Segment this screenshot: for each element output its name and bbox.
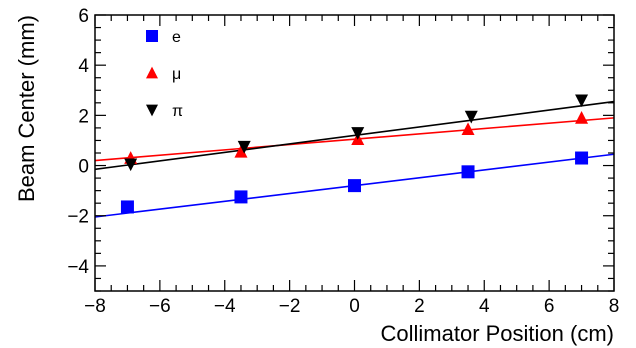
- data-point: [575, 111, 589, 124]
- legend-label: e: [172, 29, 181, 46]
- data-point: [575, 94, 589, 108]
- data-point: [234, 190, 248, 204]
- y-tick-label: −4: [67, 257, 89, 278]
- data-point: [351, 127, 365, 140]
- y-tick-label: −2: [67, 207, 89, 228]
- y-axis-title: Beam Center (mm): [14, 15, 39, 202]
- data-point: [124, 158, 138, 172]
- data-point: [348, 179, 361, 193]
- data-point: [234, 144, 248, 158]
- y-tick-label: 2: [78, 106, 89, 127]
- x-tick-label: 2: [414, 296, 425, 317]
- x-tick-label: 0: [349, 296, 360, 317]
- y-tick-label: 0: [78, 157, 89, 178]
- x-tick-label: 8: [609, 296, 620, 317]
- data-point: [575, 151, 589, 165]
- x-tick-label: −6: [149, 296, 171, 317]
- y-tick-label: 4: [78, 56, 89, 77]
- data-point: [237, 140, 251, 154]
- axis-ticks: [94, 14, 615, 292]
- x-axis-title: Collimator Position (cm): [381, 321, 615, 346]
- x-tick-label: −4: [214, 296, 236, 317]
- data-point: [120, 200, 134, 214]
- fit-line: [94, 100, 615, 171]
- y-tick-label: 6: [78, 6, 89, 27]
- data-point: [464, 110, 478, 124]
- legend-marker: [146, 104, 158, 117]
- data-markers: [120, 94, 589, 214]
- x-tick-label: −8: [84, 296, 106, 317]
- legend-marker: [146, 66, 158, 79]
- data-point: [461, 165, 475, 179]
- legend-label: π: [172, 103, 183, 120]
- x-tick-label: 4: [479, 296, 490, 317]
- x-tick-label: 6: [544, 296, 555, 317]
- x-tick-label: −2: [279, 296, 301, 317]
- tick-labels: −8 −6 −4 −2 0 2 4 6 8 −4 −2 0 2 4 6: [67, 6, 619, 317]
- legend-label: μ: [172, 66, 181, 83]
- data-point: [461, 122, 475, 136]
- legend: e μ π: [146, 29, 183, 120]
- legend-marker: [146, 30, 158, 42]
